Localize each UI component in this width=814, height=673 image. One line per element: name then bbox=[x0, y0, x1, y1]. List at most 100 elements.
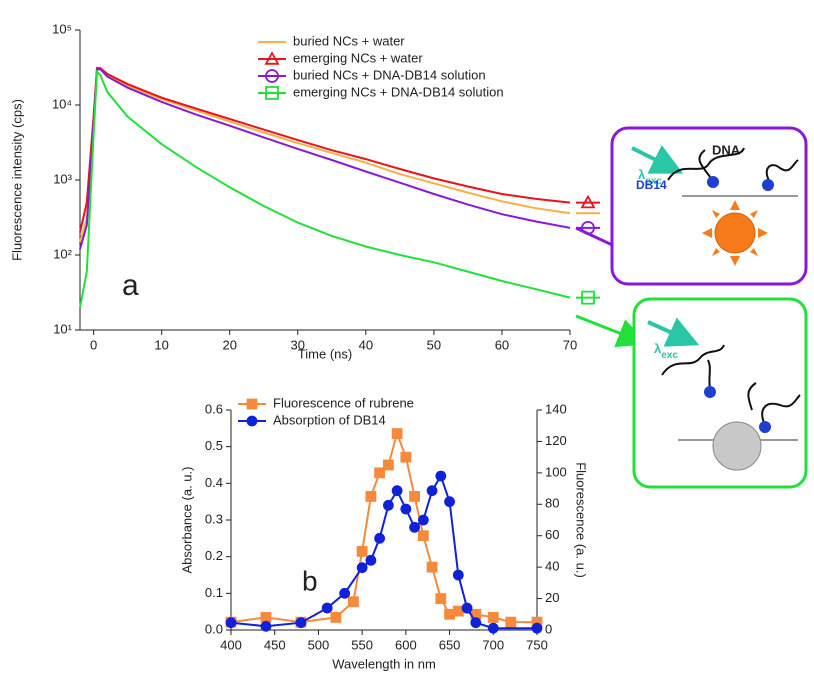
x-tick-label: 60 bbox=[495, 337, 509, 352]
dye bbox=[704, 386, 716, 398]
marker bbox=[409, 521, 421, 533]
x-tick-label: 700 bbox=[482, 637, 504, 652]
marker bbox=[487, 622, 499, 634]
x-tick-label: 650 bbox=[439, 637, 461, 652]
marker bbox=[382, 499, 394, 511]
excitation-label: λexc bbox=[638, 167, 662, 186]
y-tick-label: 0.1 bbox=[205, 585, 223, 600]
y2-tick-label: 60 bbox=[545, 527, 559, 542]
excitation-symbol: λ bbox=[638, 167, 646, 182]
dna-strand bbox=[667, 147, 745, 181]
y-tick-label: 0.2 bbox=[205, 548, 223, 563]
y2-tick-label: 20 bbox=[545, 590, 559, 605]
y-axis-label: Absorbance (a. u.) bbox=[179, 467, 194, 574]
y-tick-label: 0.0 bbox=[205, 621, 223, 636]
series-line bbox=[79, 67, 571, 233]
marker bbox=[246, 398, 258, 410]
marker bbox=[330, 612, 342, 623]
x-tick-label: 50 bbox=[427, 337, 441, 352]
y-tick-label: 10⁵ bbox=[52, 21, 72, 36]
marker bbox=[391, 428, 403, 439]
y2-tick-label: 40 bbox=[545, 559, 559, 574]
marker bbox=[426, 561, 438, 573]
connector-arrow bbox=[575, 314, 648, 348]
x-tick-label: 30 bbox=[291, 337, 305, 352]
excitation-arrow bbox=[647, 317, 700, 347]
y-tick-label: 10² bbox=[53, 246, 72, 261]
x-tick-label: 550 bbox=[351, 637, 373, 652]
x-tick-label: 20 bbox=[222, 337, 236, 352]
marker bbox=[382, 459, 394, 471]
marker bbox=[391, 485, 403, 497]
legend-label: buried NCs + water bbox=[293, 33, 405, 48]
series-line bbox=[230, 473, 537, 630]
marker bbox=[265, 69, 279, 83]
dna-strand bbox=[765, 159, 799, 183]
legend-label: Fluorescence of rubrene bbox=[273, 395, 414, 410]
x-tick-label: 400 bbox=[220, 637, 242, 652]
series-line bbox=[79, 69, 571, 308]
y-tick-label: 0.6 bbox=[205, 401, 223, 416]
y-tick-label: 0.3 bbox=[205, 511, 223, 526]
marker bbox=[295, 617, 307, 629]
marker bbox=[531, 622, 543, 634]
y-tick-label: 0.4 bbox=[205, 475, 223, 490]
x-tick-label: 750 bbox=[526, 637, 548, 652]
marker bbox=[225, 617, 237, 629]
nanocrystal bbox=[712, 421, 762, 471]
marker bbox=[444, 496, 455, 508]
marker bbox=[365, 554, 377, 566]
y2-axis-label: Fluorescence (a. u.) bbox=[574, 462, 589, 578]
y2-tick-label: 0 bbox=[545, 621, 552, 636]
y-tick-label: 10³ bbox=[53, 171, 72, 186]
excitation-subscript: exc bbox=[661, 350, 678, 361]
sun-rays bbox=[702, 200, 768, 266]
y-tick-label: 10¹ bbox=[53, 321, 72, 336]
marker bbox=[400, 503, 412, 515]
marker bbox=[461, 602, 473, 614]
marker bbox=[365, 491, 377, 502]
legend-label: Absorption of DB14 bbox=[273, 412, 386, 427]
dye bbox=[762, 179, 774, 191]
marker bbox=[265, 86, 279, 100]
marker bbox=[374, 467, 386, 479]
y-axis-label: Fluorescence intensity (cps) bbox=[9, 99, 24, 261]
db14-label: DB14 bbox=[636, 178, 667, 192]
marker bbox=[356, 562, 368, 574]
x-tick-label: 0 bbox=[90, 337, 97, 352]
y2-tick-label: 120 bbox=[545, 433, 567, 448]
dye bbox=[707, 176, 719, 188]
marker bbox=[580, 194, 596, 209]
marker bbox=[417, 514, 429, 526]
series-line bbox=[79, 68, 571, 250]
marker bbox=[435, 470, 447, 482]
legend-label: emerging NCs + water bbox=[293, 50, 423, 65]
dna-strand bbox=[661, 344, 725, 376]
marker bbox=[505, 616, 517, 628]
marker bbox=[444, 608, 455, 620]
y-tick-label: 0.5 bbox=[205, 438, 223, 453]
marker bbox=[426, 485, 438, 497]
excitation-label: λexc bbox=[654, 341, 678, 360]
nanocrystal bbox=[714, 212, 756, 254]
x-tick-label: 10 bbox=[154, 337, 168, 352]
x-tick-label: 70 bbox=[563, 337, 577, 352]
x-tick-label: 40 bbox=[359, 337, 373, 352]
marker bbox=[400, 451, 412, 463]
marker bbox=[452, 569, 464, 581]
dna-strand bbox=[761, 394, 801, 426]
marker bbox=[417, 530, 429, 542]
x-tick-label: 450 bbox=[264, 637, 286, 652]
schematic-bottom: λexc bbox=[632, 297, 808, 489]
x-tick-label: 500 bbox=[308, 637, 330, 652]
panel-label: b bbox=[302, 565, 318, 596]
marker bbox=[260, 620, 272, 632]
excitation-subscript: exc bbox=[645, 176, 662, 187]
marker bbox=[487, 612, 499, 623]
x-axis-label: Wavelength in nm bbox=[332, 656, 436, 671]
marker bbox=[264, 51, 280, 65]
marker bbox=[409, 491, 421, 502]
legend-label: buried NCs + DNA-DB14 solution bbox=[293, 67, 486, 82]
legend-label: emerging NCs + DNA-DB14 solution bbox=[293, 84, 504, 99]
x-axis-label: Time (ns) bbox=[298, 346, 352, 361]
